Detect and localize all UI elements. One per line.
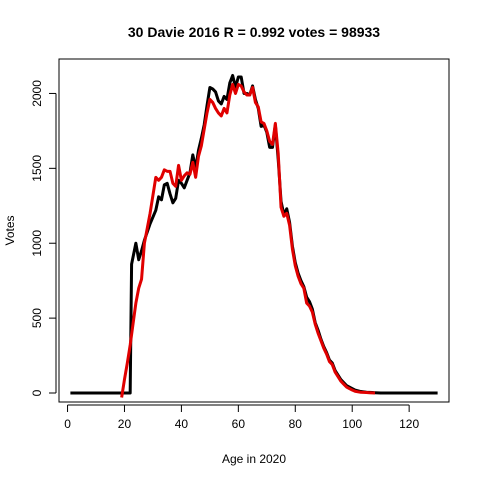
- y-axis: 0 500 1000 1500 2000: [30, 80, 57, 396]
- x-axis: 0 20 40 60 80 100 120: [64, 404, 419, 431]
- x-tick-label: 60: [232, 417, 246, 431]
- x-tick-label: 120: [399, 417, 419, 431]
- plot-frame: [58, 58, 450, 403]
- series-line-2: [120, 82, 376, 398]
- x-tick-label: 20: [118, 417, 132, 431]
- x-axis-label: Age in 2020: [222, 452, 286, 466]
- chart-title: 30 Davie 2016 R = 0.992 votes = 98933: [128, 24, 380, 40]
- y-tick-label: 0: [30, 389, 44, 396]
- series-line-1: [70, 73, 438, 395]
- y-tick-label: 1000: [30, 230, 44, 257]
- x-tick-label: 100: [342, 417, 362, 431]
- plot-area: [70, 73, 438, 398]
- x-tick-label: 0: [64, 417, 71, 431]
- y-tick-label: 1500: [30, 155, 44, 182]
- y-tick-label: 500: [30, 308, 44, 328]
- y-axis-label: Votes: [3, 215, 17, 245]
- y-tick-label: 2000: [30, 80, 44, 107]
- x-tick-label: 80: [289, 417, 303, 431]
- x-tick-label: 40: [175, 417, 189, 431]
